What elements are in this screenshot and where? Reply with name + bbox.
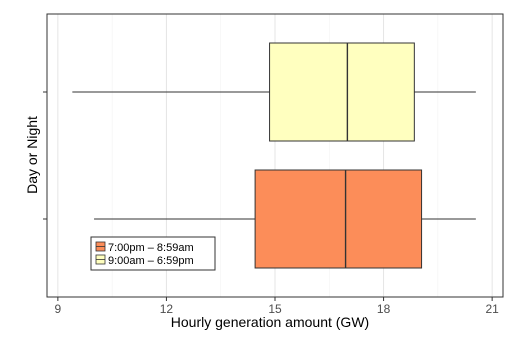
- x-tick-label: 18: [377, 302, 391, 316]
- box: [269, 42, 415, 142]
- boxes: [72, 42, 476, 269]
- x-tick-label: 12: [160, 302, 174, 316]
- x-axis-ticks: 9 12 15 18 21: [55, 297, 499, 316]
- legend-label: 9:00am – 6:59pm: [108, 255, 194, 267]
- y-axis-label: Day or Night: [24, 116, 40, 194]
- box: [254, 169, 423, 269]
- x-tick-label: 9: [55, 302, 62, 316]
- x-tick-label: 21: [485, 302, 499, 316]
- legend-label: 7:00pm – 8:59am: [108, 242, 194, 254]
- x-axis-label: Hourly generation amount (GW): [171, 314, 369, 330]
- y-axis-ticks: [43, 91, 47, 220]
- legend-box: [90, 236, 216, 271]
- x-tick-label: 15: [268, 302, 282, 316]
